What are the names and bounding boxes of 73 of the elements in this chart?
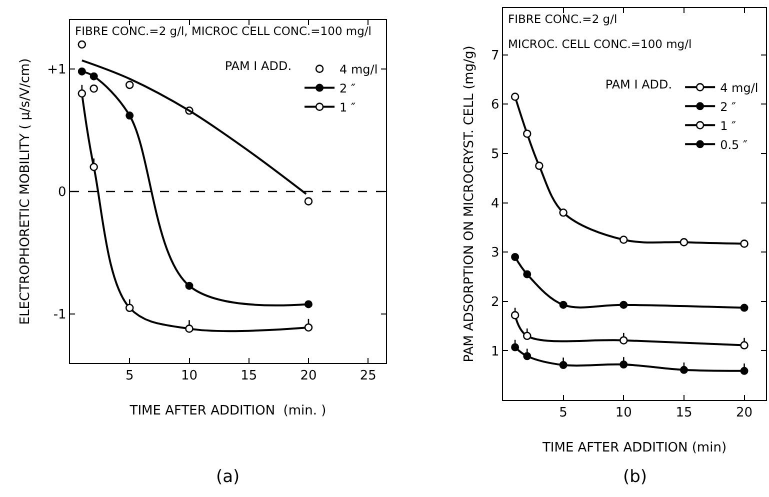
y-axis-title: ELECTROPHORETIC MOBILITY ( μ/s/V/cm)	[18, 58, 34, 325]
y-tick-label: 3	[491, 246, 500, 261]
y-tick-label: 5	[491, 147, 500, 162]
point	[304, 323, 313, 332]
y-tick-label: 2	[491, 294, 500, 310]
point	[304, 197, 313, 206]
point	[680, 366, 688, 374]
x-tick-label: 10	[615, 406, 632, 421]
point	[619, 236, 628, 244]
text: (a)	[216, 467, 240, 487]
point	[740, 304, 748, 312]
point	[125, 80, 134, 90]
text: (b)	[623, 467, 648, 487]
point	[740, 240, 748, 248]
x-axis-title: TIME AFTER ADDITION (min. )	[128, 403, 326, 418]
y-tick-label: 6	[491, 98, 500, 113]
x-tick-label: 20	[300, 368, 317, 384]
point	[511, 343, 520, 352]
point	[125, 304, 134, 312]
x-tick-label: 5	[125, 368, 134, 384]
x-axis-title: TIME AFTER ADDITION (min)	[541, 440, 727, 456]
legend-label: 4 mg/l	[340, 62, 378, 76]
x-tick-label: 10	[180, 368, 198, 384]
point	[126, 112, 134, 120]
legend-label: 1 ″	[720, 118, 737, 133]
point	[510, 311, 520, 320]
point	[620, 360, 628, 368]
point	[620, 300, 628, 309]
point	[78, 89, 86, 98]
annotation: MICROC. CELL CONC.=100 mg/l	[508, 37, 692, 51]
point	[185, 324, 194, 333]
point	[510, 92, 520, 101]
y-axis-title: PAM ADSORPTION ON MICROCRYST. CELL (mg/g)	[462, 46, 477, 362]
point	[535, 162, 544, 170]
legend-label: 4 mg/l	[720, 80, 758, 95]
annotation: FIBRE CONC.=2 g/l, MICROC CELL CONC.=100 mg/l	[75, 24, 372, 38]
point	[740, 341, 748, 350]
point	[559, 300, 568, 309]
point	[90, 84, 98, 93]
point	[90, 162, 98, 172]
point	[559, 208, 568, 217]
legend-label: 2 ″	[340, 81, 356, 96]
point	[78, 67, 86, 76]
x-tick-label: 5	[559, 406, 568, 421]
x-tick-label: 20	[736, 406, 753, 421]
x-tick-label: 15	[676, 406, 692, 421]
point	[511, 253, 520, 262]
point	[304, 300, 312, 308]
point	[559, 360, 568, 369]
y-tick-label: 4	[491, 196, 500, 212]
annotation: FIBRE CONC.=2 g/l	[508, 12, 618, 26]
y-tick-label: 0	[58, 185, 66, 200]
point	[619, 336, 628, 344]
x-tick-label: 25	[360, 368, 376, 384]
y-tick-label: 1	[491, 344, 500, 360]
legend-label: 0.5 ″	[720, 138, 748, 152]
legend-label: 2 ″	[720, 100, 737, 114]
point	[523, 270, 532, 278]
x-tick-label: 15	[240, 368, 258, 384]
legend-title: PAM I ADD.	[605, 77, 672, 92]
point	[522, 332, 532, 340]
legend-label: 1 ″	[340, 100, 356, 114]
point	[740, 366, 748, 375]
y-tick-label: 7	[491, 48, 500, 64]
point	[185, 282, 194, 290]
point	[523, 352, 532, 360]
point	[522, 130, 532, 138]
y-tick-label: +1	[47, 62, 66, 78]
y-tick-label: -1	[53, 308, 66, 323]
point	[78, 40, 86, 49]
legend-title: PAM I ADD.	[224, 58, 292, 73]
point	[680, 238, 688, 246]
point	[90, 72, 98, 80]
